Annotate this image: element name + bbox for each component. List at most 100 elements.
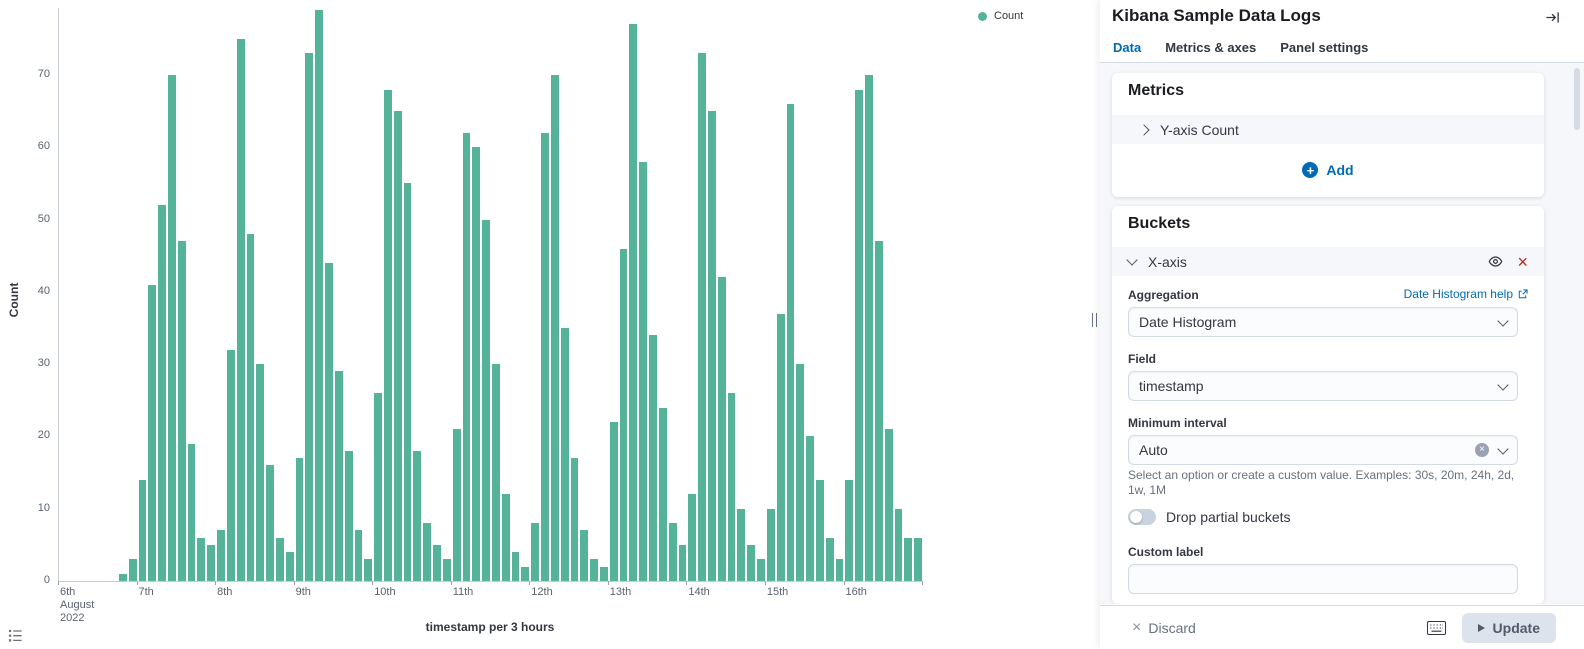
histogram-bar[interactable] (285, 552, 294, 581)
histogram-bar[interactable] (442, 559, 451, 581)
histogram-bar[interactable] (118, 573, 127, 581)
tab-data[interactable]: Data (1112, 36, 1143, 65)
histogram-bar[interactable] (344, 450, 353, 581)
metric-y-axis-row[interactable]: Y-axis Count (1112, 115, 1544, 144)
histogram-bar[interactable] (629, 24, 638, 581)
histogram-bar[interactable] (865, 75, 873, 581)
histogram-bar[interactable] (482, 219, 490, 581)
discard-button[interactable]: × Discard (1126, 619, 1202, 637)
histogram-bar[interactable] (393, 111, 402, 581)
histogram-bar[interactable] (511, 552, 520, 581)
histogram-bar[interactable] (600, 566, 608, 581)
add-metric-button[interactable]: + Add (1296, 161, 1359, 179)
histogram-bar[interactable] (649, 335, 657, 581)
histogram-bar[interactable] (560, 328, 569, 581)
histogram-bar[interactable] (187, 443, 196, 581)
histogram-bar[interactable] (305, 53, 314, 581)
histogram-bar[interactable] (884, 429, 893, 581)
clear-selection-icon[interactable]: × (1475, 443, 1489, 457)
histogram-bar[interactable] (168, 75, 176, 581)
histogram-bar[interactable] (158, 205, 166, 581)
histogram-bar[interactable] (246, 234, 255, 581)
histogram-bar[interactable] (806, 436, 814, 581)
histogram-bar[interactable] (148, 284, 157, 581)
histogram-bar[interactable] (639, 161, 648, 581)
histogram-bar[interactable] (501, 494, 510, 581)
panel-resizer[interactable] (1088, 0, 1100, 649)
histogram-bar[interactable] (845, 479, 854, 581)
histogram-bar[interactable] (766, 508, 775, 581)
histogram-bar[interactable] (207, 544, 216, 581)
histogram-bar[interactable] (403, 183, 412, 581)
histogram-bar[interactable] (531, 523, 540, 581)
histogram-bar[interactable] (325, 262, 333, 581)
histogram-bar[interactable] (688, 494, 697, 581)
histogram-bar[interactable] (334, 371, 343, 581)
histogram-bar[interactable] (521, 566, 530, 581)
histogram-bar[interactable] (266, 465, 274, 581)
update-button[interactable]: Update (1461, 612, 1556, 643)
histogram-bar[interactable] (541, 132, 549, 581)
histogram-bar[interactable] (855, 89, 864, 581)
tab-panel-settings[interactable]: Panel settings (1280, 40, 1369, 55)
histogram-bar[interactable] (217, 530, 225, 581)
remove-bucket-icon[interactable]: × (1517, 251, 1528, 272)
eye-icon[interactable] (1488, 254, 1503, 269)
histogram-bar[interactable] (128, 559, 137, 581)
histogram-bar[interactable] (374, 393, 382, 581)
histogram-bar[interactable] (433, 544, 441, 581)
histogram-bar[interactable] (472, 147, 481, 581)
keyboard-shortcuts-icon[interactable] (1426, 620, 1446, 635)
collapse-panel-icon[interactable] (1543, 8, 1562, 30)
histogram-bar[interactable] (658, 407, 667, 581)
custom-label-input[interactable] (1128, 564, 1518, 594)
histogram-bar[interactable] (413, 450, 422, 581)
histogram-bar[interactable] (550, 75, 559, 581)
histogram-bar[interactable] (177, 241, 186, 581)
histogram-bar[interactable] (747, 544, 756, 581)
histogram-bar[interactable] (226, 349, 235, 581)
histogram-bar[interactable] (276, 537, 284, 581)
histogram-bar[interactable] (580, 530, 589, 581)
histogram-bar[interactable] (904, 537, 913, 581)
minimum-interval-select[interactable]: Auto × (1128, 435, 1518, 465)
histogram-bar[interactable] (590, 559, 598, 581)
histogram-bar[interactable] (236, 38, 245, 581)
histogram-bar[interactable] (619, 248, 628, 581)
panel-scrollbar[interactable] (1574, 68, 1580, 130)
histogram-bar[interactable] (256, 364, 265, 581)
histogram-bar[interactable] (295, 458, 304, 581)
histogram-bar[interactable] (776, 313, 785, 581)
histogram-bar[interactable] (757, 559, 765, 581)
histogram-bar[interactable] (423, 523, 432, 581)
histogram-bar[interactable] (138, 479, 147, 581)
histogram-bar[interactable] (364, 559, 373, 581)
histogram-bar[interactable] (894, 508, 903, 581)
histogram-bar[interactable] (825, 537, 834, 581)
histogram-bar[interactable] (678, 544, 687, 581)
histogram-bar[interactable] (914, 537, 922, 581)
aggregation-select[interactable]: Date Histogram (1128, 307, 1518, 337)
histogram-bar[interactable] (786, 103, 795, 581)
histogram-bar[interactable] (708, 111, 716, 581)
date-histogram-help-link[interactable]: Date Histogram help (1404, 287, 1528, 301)
histogram-bar[interactable] (835, 559, 844, 581)
histogram-bar[interactable] (354, 530, 363, 581)
histogram-bar[interactable] (737, 508, 746, 581)
histogram-bar[interactable] (315, 9, 324, 581)
histogram-bar[interactable] (197, 537, 206, 581)
histogram-bar[interactable] (384, 89, 392, 581)
histogram-bar[interactable] (816, 479, 824, 581)
legend-item-count[interactable]: Count (978, 10, 1023, 22)
histogram-bar[interactable] (492, 364, 500, 581)
histogram-bar[interactable] (717, 277, 726, 581)
histogram-bar[interactable] (462, 132, 471, 581)
histogram-bar[interactable] (727, 393, 736, 581)
histogram-bar[interactable] (609, 422, 618, 581)
histogram-bar[interactable] (796, 364, 805, 581)
histogram-bar[interactable] (874, 241, 883, 581)
histogram-bar[interactable] (698, 53, 706, 581)
legend-toggle-icon[interactable] (6, 626, 25, 648)
bucket-x-axis-row[interactable]: X-axis × (1112, 247, 1544, 276)
histogram-bar[interactable] (570, 458, 579, 581)
